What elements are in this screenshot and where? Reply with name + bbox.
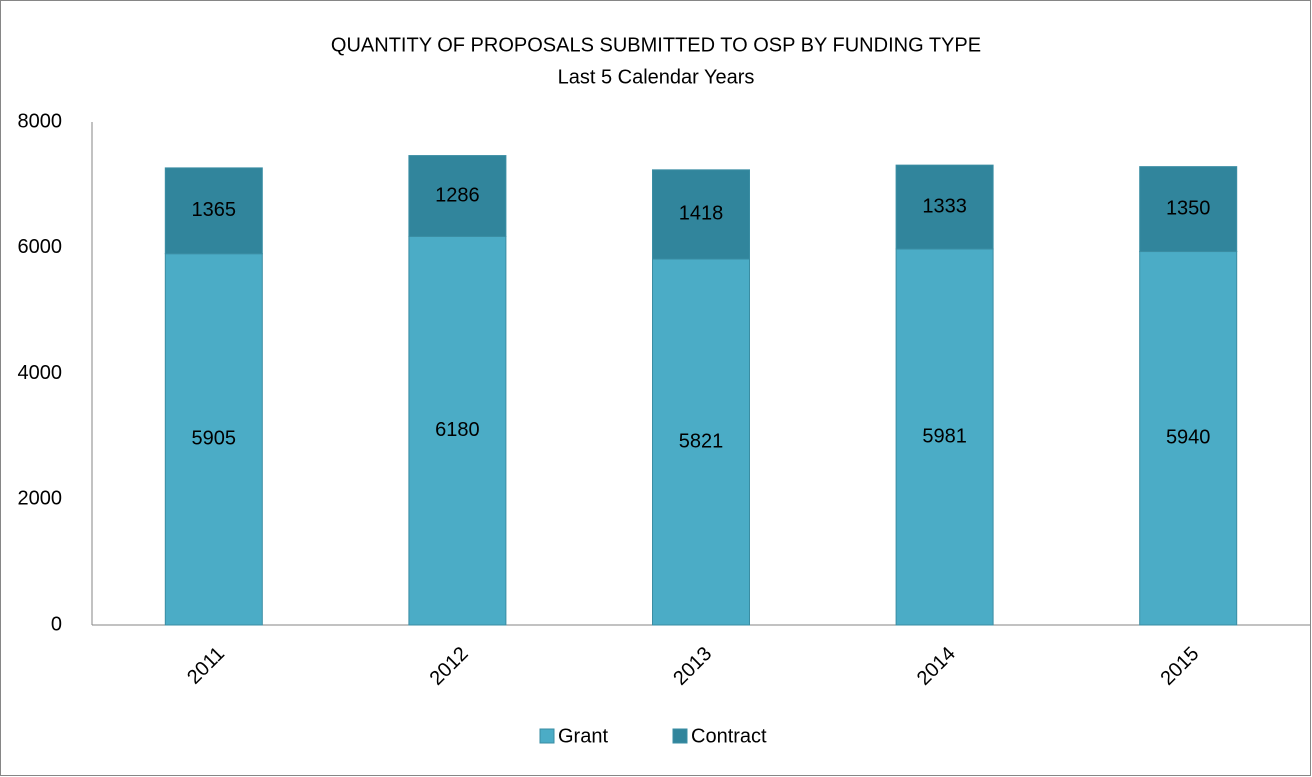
data-label: 5821 <box>679 430 724 452</box>
data-label: 1286 <box>435 184 480 206</box>
data-label: 6180 <box>435 419 480 441</box>
legend-label: Contract <box>691 725 767 747</box>
y-tick-label: 6000 <box>18 236 63 258</box>
y-tick-label: 8000 <box>18 110 63 132</box>
bar-segment <box>164 167 263 255</box>
legend-swatch <box>672 728 688 744</box>
chart-subtitle: Last 5 Calendar Years <box>558 66 755 88</box>
data-label: 5940 <box>1166 427 1211 449</box>
y-tick-label: 0 <box>51 613 62 635</box>
data-label: 1333 <box>922 195 967 217</box>
data-label: 5981 <box>922 425 967 447</box>
bar-segment <box>1139 166 1238 253</box>
data-label: 1418 <box>679 203 724 225</box>
bar-segment <box>895 164 994 250</box>
legend-label: Grant <box>558 725 608 747</box>
chart-title: QUANTITY OF PROPOSALS SUBMITTED TO OSP B… <box>331 34 981 56</box>
bar-segment <box>652 258 750 626</box>
y-tick-label: 2000 <box>18 488 63 510</box>
data-label: 1365 <box>192 199 237 221</box>
data-label: 1350 <box>1166 197 1211 219</box>
bar-segment <box>652 169 750 260</box>
legend-swatch <box>539 728 555 744</box>
data-label: 5905 <box>192 428 237 450</box>
bar-segment <box>1139 251 1238 626</box>
y-tick-label: 4000 <box>18 362 63 384</box>
bar-segment <box>895 248 994 626</box>
bar-segment <box>408 155 507 237</box>
